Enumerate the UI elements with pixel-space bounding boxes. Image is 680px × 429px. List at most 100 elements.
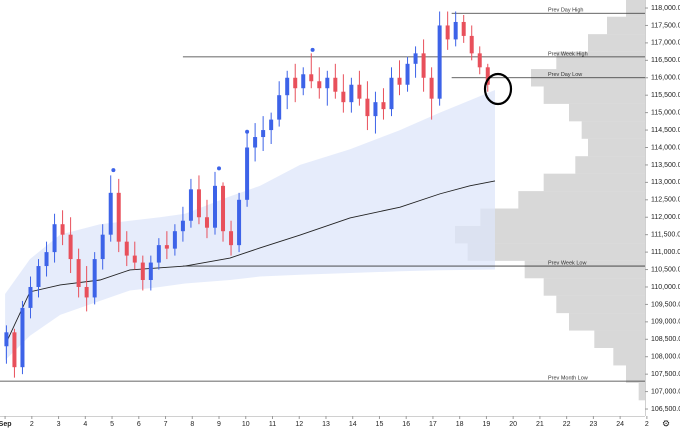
x-tick-label: 10 [242, 421, 250, 428]
x-tick-label: 11 [269, 421, 276, 428]
x-tick-label: 17 [429, 421, 437, 428]
volume-profile-bar [543, 173, 645, 192]
candle-body [485, 67, 490, 85]
highlight-circle [483, 72, 513, 106]
candle-body [164, 245, 169, 249]
y-tick-label: 113,000.0 [651, 179, 680, 186]
candle-body [92, 259, 97, 298]
candle-body [4, 332, 9, 347]
candle-body [285, 77, 290, 96]
candle-body [20, 307, 25, 368]
volume-profile-bar [569, 103, 645, 122]
candle-body [277, 95, 282, 120]
candle-body [429, 77, 434, 99]
level-label: Prev Day Low [548, 72, 582, 78]
candle-body [156, 245, 161, 263]
candle-body [373, 102, 378, 117]
x-tick-label: 6 [137, 421, 141, 428]
y-tick-label: 108,500.0 [651, 336, 680, 343]
y-tick-label: 107,500.0 [651, 371, 680, 378]
volume-profile-bar [607, 16, 645, 35]
x-tick-label: 4 [83, 421, 87, 428]
candle-body [405, 63, 410, 85]
candle-body [333, 77, 338, 92]
candle-body [100, 234, 105, 260]
candle-body [108, 192, 113, 235]
y-tick-label: 118,000.0 [651, 5, 680, 12]
y-tick-label: 117,500.0 [651, 22, 680, 29]
x-tick-label: 12 [295, 421, 303, 428]
candle-body [204, 217, 209, 228]
volume-profile-bar [626, 0, 645, 17]
x-tick-label: 24 [616, 421, 624, 428]
x-tick-label: 2 [645, 421, 649, 428]
candle-body [68, 234, 73, 260]
y-tick-label: 114,000.0 [651, 144, 680, 151]
volume-profile-bar [588, 34, 645, 52]
y-tick-label: 112,500.0 [651, 197, 680, 204]
level-label: Prev Week High [548, 51, 588, 57]
signal-dot [310, 47, 315, 52]
candle-body [261, 130, 266, 138]
candle-body [172, 231, 177, 249]
candle-body [341, 91, 346, 103]
candle-body [293, 77, 298, 89]
candle-body [253, 137, 258, 148]
x-tick-label: 21 [536, 421, 544, 428]
volume-profile-bar [613, 348, 645, 366]
candle-body [213, 185, 217, 228]
x-tick-label: 7 [164, 421, 168, 428]
candle-body [124, 241, 129, 256]
candle-body [245, 147, 250, 200]
candle-body [36, 266, 41, 287]
candle-body [301, 74, 306, 89]
candle-body [357, 84, 362, 99]
candle-body [477, 53, 482, 68]
volume-profile-bar [569, 313, 645, 331]
candle-body [76, 259, 81, 287]
candle-body [381, 102, 386, 110]
y-tick-label: 115,500.0 [651, 92, 680, 99]
plot-layer: Prev Day High Prev Week High Prev Day Low P… [0, 8, 645, 382]
x-tick-label: 16 [402, 421, 410, 428]
x-tick-label: 19 [483, 421, 491, 428]
candle-body [469, 35, 474, 54]
volume-profile-bar [588, 138, 645, 157]
volume-profile-bar [480, 208, 645, 226]
settings-icon[interactable]: ⚙ [662, 418, 670, 428]
x-tick-label: Sep [0, 421, 12, 428]
y-tick-label: 117,000.0 [651, 40, 680, 47]
y-tick-label: 108,000.0 [651, 354, 680, 361]
candle-body [389, 77, 394, 110]
candle-body [309, 74, 314, 82]
background-layer [5, 0, 645, 401]
y-tick-label: 107,000.0 [651, 388, 680, 395]
x-tick-label: 22 [563, 421, 571, 428]
volume-profile-bar [594, 330, 645, 349]
vwap-line [4, 180, 496, 346]
volume-profile-bar [575, 156, 645, 174]
y-tick-label: 116,500.0 [651, 57, 680, 64]
y-tick-label: 109,000.0 [651, 319, 680, 326]
y-tick-label: 110,500.0 [651, 266, 680, 273]
x-tick-label: 2 [30, 421, 34, 428]
x-tick-label: 15 [376, 421, 384, 428]
x-tick-label: 18 [456, 421, 464, 428]
candle-body [365, 98, 370, 117]
candle-body [453, 21, 458, 40]
x-tick-label: 8 [190, 421, 194, 428]
level-label: Prev Day High [548, 8, 583, 14]
candle-body [28, 286, 33, 308]
candle-body [237, 199, 242, 246]
y-tick-label: 111,500.0 [651, 232, 680, 239]
x-tick-label: 13 [322, 421, 330, 428]
volume-profile-bar [638, 382, 645, 401]
x-tick-label: 3 [57, 421, 61, 428]
y-tick-label: 115,000.0 [651, 109, 680, 116]
candle-body [325, 77, 330, 89]
x-tick-label: 5 [110, 421, 114, 428]
candle-body [397, 77, 402, 85]
volume-profile-bar [543, 278, 645, 296]
candle-body [221, 185, 226, 232]
